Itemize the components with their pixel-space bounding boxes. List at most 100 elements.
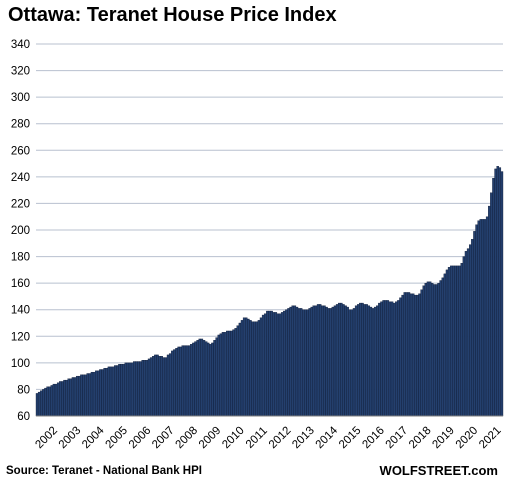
bar [204, 341, 208, 417]
bar [221, 332, 225, 417]
bar [342, 304, 345, 417]
x-tick-label: 2010 [220, 425, 247, 452]
bar [496, 166, 499, 417]
y-tick-label: 100 [11, 358, 30, 370]
x-tick-label: 2006 [127, 425, 154, 452]
bar [90, 371, 94, 417]
bar [213, 340, 216, 417]
bar [354, 305, 358, 417]
bar [114, 365, 117, 417]
y-tick-label: 80 [17, 384, 30, 396]
bar [498, 167, 502, 417]
bar [240, 320, 244, 417]
x-tick-label: 2015 [337, 425, 364, 452]
y-tick-label: 320 [11, 66, 30, 78]
bar [133, 361, 136, 417]
bar [118, 364, 121, 417]
x-tick-label: 2009 [197, 425, 224, 452]
bar [177, 346, 180, 417]
bar [422, 285, 425, 417]
bar [99, 369, 102, 417]
bar [452, 265, 455, 417]
bar [407, 292, 411, 417]
bar [266, 310, 269, 417]
bar [181, 345, 185, 417]
bar [401, 294, 404, 417]
bar [428, 281, 432, 417]
x-tick-label: 2003 [57, 425, 84, 452]
bar [247, 318, 250, 417]
bar [124, 362, 128, 417]
bar [54, 383, 58, 417]
bar [297, 308, 301, 417]
bar [323, 305, 326, 417]
bar [441, 277, 445, 417]
bar [335, 304, 339, 417]
bar [40, 390, 43, 417]
bar [86, 373, 89, 417]
y-tick-label: 140 [11, 305, 30, 317]
bar [416, 294, 419, 417]
bar [352, 308, 356, 417]
bar [190, 344, 193, 417]
bar [405, 292, 409, 417]
bar [185, 345, 189, 417]
bar [249, 320, 252, 417]
bar [272, 312, 275, 417]
bar [344, 305, 347, 417]
bar [97, 370, 100, 417]
bar [168, 353, 172, 417]
bar [215, 337, 218, 417]
bar [399, 297, 402, 417]
bar [238, 322, 242, 417]
y-tick-label: 60 [17, 411, 30, 423]
bar [430, 282, 434, 417]
bar [217, 334, 221, 417]
x-tick-label: 2014 [314, 424, 341, 451]
bar [460, 263, 464, 417]
bar [363, 304, 366, 417]
bar [285, 309, 288, 417]
bar [50, 385, 54, 417]
bar [477, 220, 480, 417]
bar [325, 306, 328, 417]
y-tick-label: 160 [11, 278, 30, 290]
bar [395, 301, 398, 417]
bar [230, 330, 233, 417]
x-tick-label: 2012 [267, 425, 294, 452]
bar [162, 357, 166, 417]
bar [492, 178, 495, 417]
bar [483, 219, 487, 417]
bar [280, 312, 284, 417]
bar [268, 310, 271, 417]
bar [485, 216, 489, 417]
bar [365, 304, 368, 417]
bar [56, 382, 60, 417]
bar [236, 325, 240, 417]
bar [473, 231, 476, 417]
y-tick-label: 240 [11, 172, 30, 184]
bar [403, 292, 406, 417]
y-tick-label: 300 [11, 92, 30, 104]
bar [310, 306, 313, 417]
y-axis-tick-labels: 60 80 100 120 140 160 180 200 220 240 260 280 300 320… [11, 39, 30, 423]
bar [418, 293, 421, 417]
bar [109, 366, 113, 417]
bar [479, 219, 483, 417]
bar [242, 317, 246, 417]
bar [232, 329, 235, 417]
bar [59, 381, 62, 417]
bar [37, 391, 41, 417]
x-tick-label: 2018 [407, 425, 434, 452]
x-tick-label: 2017 [384, 425, 411, 452]
bar [388, 301, 392, 417]
bar [71, 377, 75, 417]
bar [350, 309, 354, 417]
bar [475, 224, 478, 417]
bar [78, 375, 81, 417]
bar [464, 251, 468, 417]
bar [111, 366, 115, 417]
bar [287, 308, 290, 417]
bar [187, 345, 191, 417]
bar [147, 358, 151, 417]
